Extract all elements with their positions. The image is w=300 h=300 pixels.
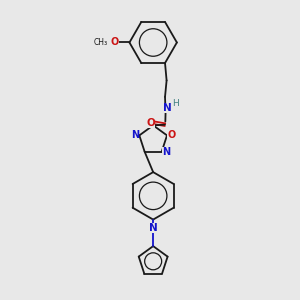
Text: CH₃: CH₃ (94, 38, 108, 47)
Text: N: N (163, 103, 172, 113)
Text: N: N (131, 130, 139, 140)
Text: N: N (162, 147, 170, 157)
Text: O: O (146, 118, 155, 128)
Text: N: N (149, 224, 158, 233)
Text: O: O (167, 130, 175, 140)
Text: H: H (172, 99, 179, 108)
Text: O: O (110, 38, 119, 47)
